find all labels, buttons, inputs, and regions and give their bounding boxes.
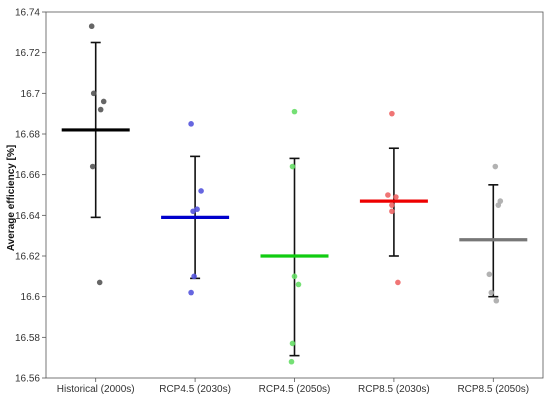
y-tick-label: 16.68 [15, 130, 40, 141]
data-point [289, 340, 296, 347]
data-point [97, 106, 104, 113]
data-point [96, 279, 103, 286]
data-point [488, 289, 495, 296]
y-tick-label: 16.58 [15, 333, 40, 344]
data-point [291, 108, 298, 115]
data-point [88, 23, 95, 30]
data-point [495, 202, 502, 208]
data-point [486, 271, 493, 278]
data-point [295, 281, 302, 288]
data-point [393, 194, 399, 200]
data-point [90, 90, 97, 97]
x-tick-label: RCP8.5 (2050s) [457, 384, 529, 395]
y-tick-label: 16.66 [15, 170, 40, 181]
y-tick-label: 16.7 [21, 89, 41, 100]
data-point [288, 358, 295, 365]
axes-layer: 16.56 16.58 16.6 16.62 16.64 16.66 16.68 16.7 16… [15, 8, 544, 395]
y-tick-label: 16.64 [15, 211, 40, 222]
series-group [61, 23, 130, 286]
series-group [161, 121, 230, 296]
y-tick-label: 16.74 [15, 8, 40, 19]
data-point [188, 289, 194, 296]
data-point [89, 163, 96, 170]
y-tick-label: 16.6 [21, 292, 41, 303]
series-group [459, 163, 528, 304]
data-point [389, 208, 395, 215]
data-point [198, 188, 204, 194]
x-tick-label: RCP4.5 (2050s) [259, 384, 331, 395]
y-axis-title: Average efficiency [%] [6, 145, 17, 251]
y-tick-label: 16.72 [15, 48, 40, 59]
data-point [191, 273, 197, 280]
x-tick-label: RCP8.5 (2030s) [358, 384, 430, 395]
data-point [493, 297, 500, 304]
series-group [359, 110, 428, 286]
series-group [260, 108, 329, 365]
data-point [289, 163, 296, 170]
y-tick-label: 16.62 [15, 252, 40, 263]
data-point [188, 121, 194, 127]
data-point [190, 208, 196, 215]
data-point [389, 110, 395, 117]
data-point [492, 163, 499, 170]
y-tick-label: 16.56 [15, 374, 40, 385]
data-point [389, 202, 395, 208]
data-point [100, 98, 107, 105]
data-point [385, 192, 391, 198]
data-point [395, 279, 401, 286]
x-tick-label: RCP4.5 (2030s) [159, 384, 231, 395]
data-point [291, 273, 298, 280]
data-layer [61, 23, 528, 365]
x-tick-label: Historical (2000s) [57, 384, 135, 395]
